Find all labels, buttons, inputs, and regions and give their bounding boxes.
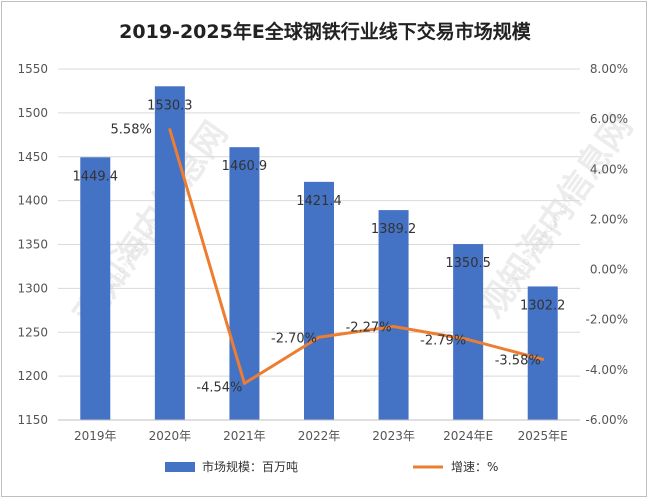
bar-data-label: 1530.3: [147, 98, 193, 113]
growth-line: [168, 129, 544, 385]
line-series: 5.58% -4.54% -2.70% -2.27% -2.79% -3.58%: [111, 123, 545, 395]
x-tick-label: 2023年: [372, 429, 415, 443]
y-tick-label-left: 1400: [17, 194, 48, 208]
y-tick-label-left: 1500: [17, 106, 48, 120]
x-tick-label: 2024年E: [443, 429, 493, 443]
x-axis: 2019年 2020年 2021年 2022年 2023年 2024年E 2025年E: [58, 419, 580, 443]
bar: [453, 244, 484, 420]
y-tick-label-left: 1150: [17, 413, 48, 427]
bar-data-label: 1389.2: [371, 222, 417, 237]
x-tick-label: 2025年E: [518, 429, 568, 443]
line-point: [466, 338, 470, 342]
y-tick-label-right: 0.00%: [590, 263, 628, 277]
y-tick-label-right: -4.00%: [586, 363, 628, 377]
y-tick-label-left: 1200: [17, 369, 48, 383]
bar: [304, 181, 334, 420]
line-data-label: -3.58%: [495, 353, 541, 368]
y-tick-label-right: 2.00%: [590, 212, 628, 226]
y-tick-label-right: 4.00%: [590, 162, 628, 176]
line-data-label: 5.58%: [111, 123, 152, 138]
chart-title: 2019-2025年E全球钢铁行业线下交易市场规模: [119, 20, 532, 43]
y-tick-label-left: 1550: [17, 62, 48, 76]
y-tick-label-right: -6.00%: [586, 413, 628, 427]
x-tick-label: 2020年: [149, 429, 192, 443]
bar-series: 1449.4 1530.3 1460.9 1421.4 1389.2 1350.5 1302…: [73, 86, 566, 421]
y-axis-left: 1150 1200 1250 1300 1350 1400 1450 1500 1550: [17, 62, 48, 427]
line-data-label: -2.79%: [420, 334, 466, 349]
bar: [80, 157, 111, 421]
bar-data-label: 1350.5: [445, 256, 491, 271]
line-point: [317, 335, 321, 339]
line-point: [168, 128, 172, 132]
bar-data-label: 1421.4: [296, 194, 342, 209]
bar: [527, 286, 558, 420]
y-tick-label-right: 6.00%: [590, 112, 628, 126]
y-tick-label-left: 1250: [17, 325, 48, 339]
bar: [229, 147, 260, 421]
line-data-label: -4.54%: [196, 380, 242, 395]
bar-data-label: 1460.9: [222, 159, 268, 174]
y-tick-label-right: 8.00%: [590, 62, 628, 76]
y-tick-label-left: 1300: [17, 281, 48, 295]
legend: 市场规模：百万吨 增速：%: [165, 459, 498, 474]
y-tick-label-left: 1350: [17, 238, 48, 252]
bar: [154, 86, 185, 421]
bar-data-label: 1449.4: [73, 169, 119, 184]
x-tick-label: 2021年: [223, 429, 266, 443]
y-tick-label-left: 1450: [17, 150, 48, 164]
line-point: [242, 381, 246, 385]
y-axis-right: -6.00% -4.00% -2.00% 0.00% 2.00% 4.00% 6.00% 8.…: [586, 62, 628, 427]
line-data-label: -2.70%: [271, 331, 317, 346]
x-tick-label: 2022年: [298, 429, 341, 443]
line-data-label: -2.27%: [346, 320, 392, 335]
legend-label-bar: 市场规模：百万吨: [202, 459, 298, 474]
line-point: [392, 324, 396, 328]
bar-data-label: 1302.2: [520, 298, 566, 313]
y-tick-label-right: -2.00%: [586, 313, 628, 327]
line-point: [541, 357, 545, 361]
bar: [378, 210, 409, 420]
x-tick-label: 2019年: [74, 429, 117, 443]
legend-swatch-bar: [165, 462, 195, 472]
legend-label-line: 增速：%: [451, 460, 498, 474]
